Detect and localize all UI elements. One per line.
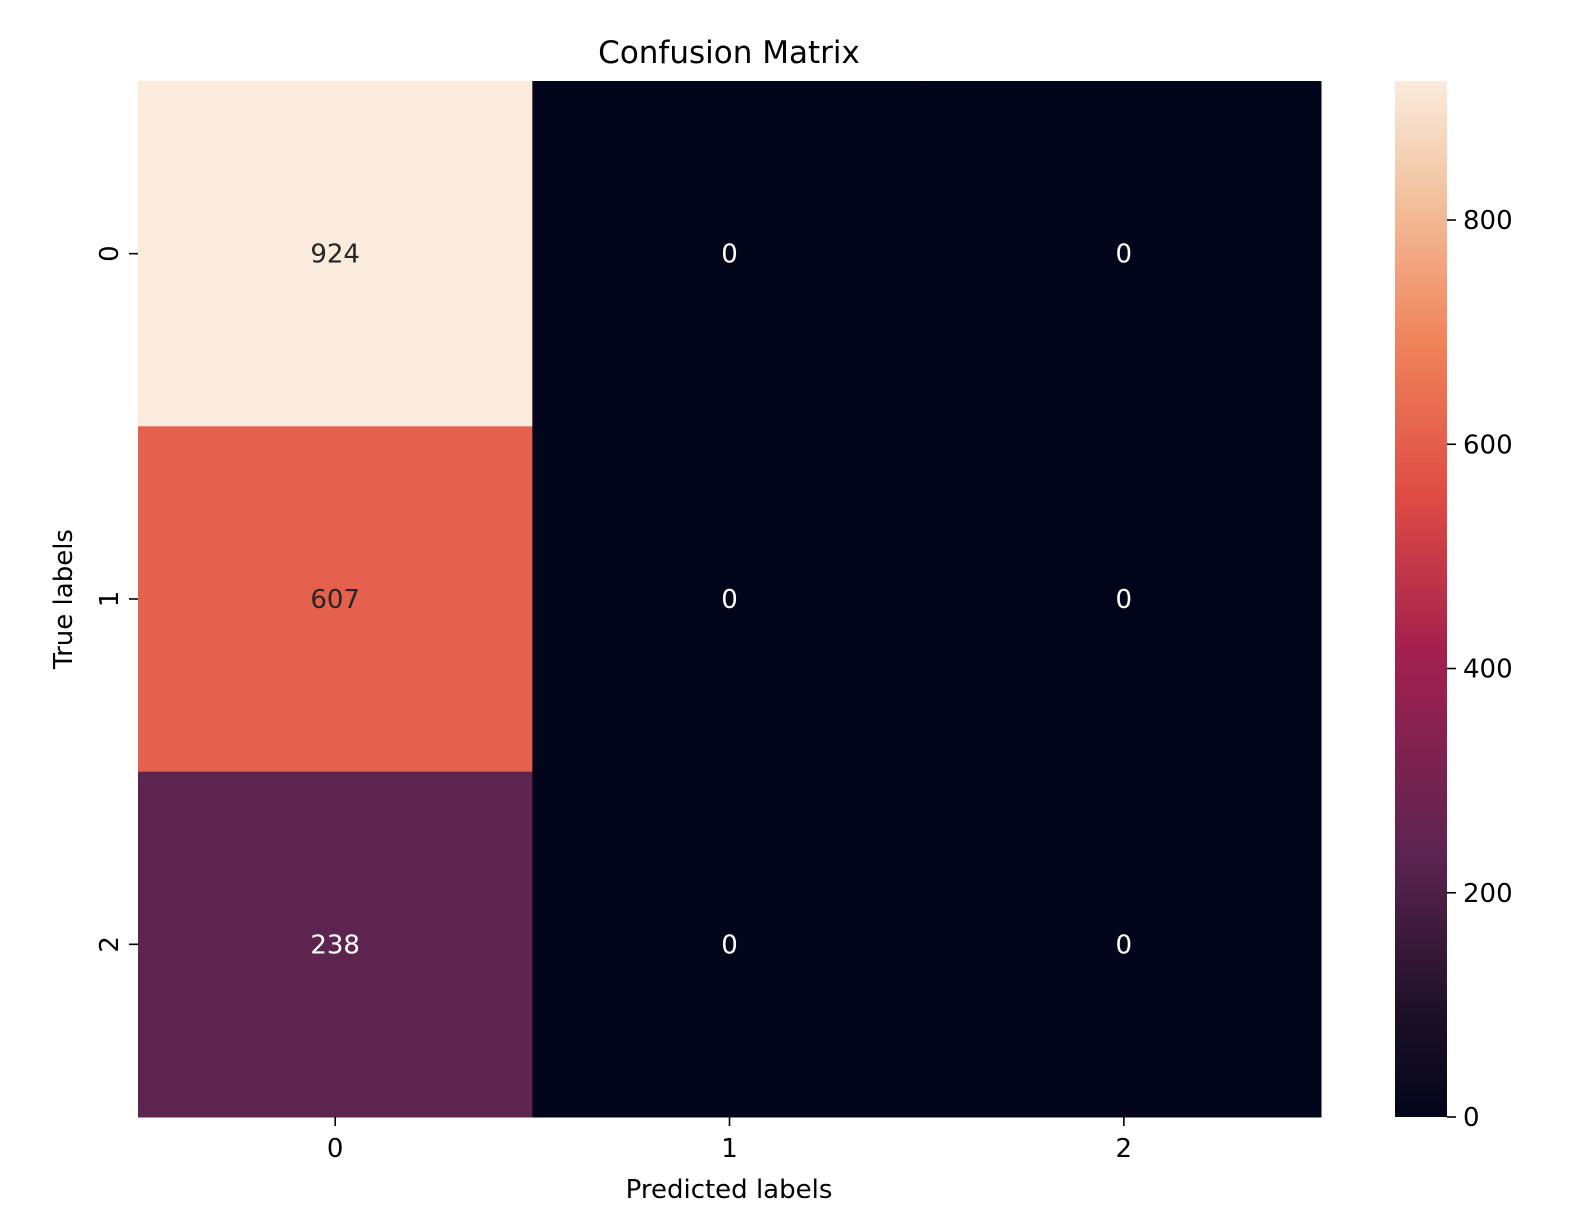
- colorbar-tick-label: 400: [1463, 655, 1513, 685]
- cell-value-label: 0: [1116, 930, 1133, 960]
- heatmap-cell-1-0: [138, 426, 533, 773]
- heatmap-cells: [138, 81, 1322, 1118]
- colorbar-gradient: [1395, 81, 1447, 1117]
- colorbar-tick-label: 200: [1463, 879, 1513, 909]
- heatmap-cell-0-1: [532, 81, 928, 427]
- x-axis-ticks: 0 1 2: [327, 1117, 1132, 1164]
- chart-title: Confusion Matrix: [598, 35, 860, 71]
- colorbar-tick-label: 600: [1463, 430, 1513, 460]
- cell-value-label: 0: [721, 930, 738, 960]
- colorbar-tick-label: 0: [1463, 1103, 1480, 1133]
- cell-value-label: 0: [721, 240, 738, 270]
- x-axis-label: Predicted labels: [626, 1175, 833, 1205]
- cell-value-label: 607: [310, 585, 360, 615]
- heatmap-cell-1-2: [926, 426, 1322, 773]
- x-tick-label: 0: [327, 1134, 344, 1164]
- heatmap-cell-2-0: [138, 771, 533, 1118]
- heatmap-cell-0-2: [926, 81, 1322, 427]
- heatmap-cell-labels: 924 0 0 607 0 0 238 0 0: [310, 240, 1132, 961]
- y-tick-label: 1: [95, 591, 125, 608]
- cell-value-label: 0: [1116, 240, 1133, 270]
- y-axis-label: True labels: [49, 529, 79, 670]
- colorbar-ticks: 0 200 400 600 800: [1447, 206, 1513, 1133]
- heatmap-cell-2-1: [532, 771, 928, 1118]
- y-axis-ticks: 0 1 2: [95, 245, 138, 953]
- heatmap-cell-1-1: [532, 426, 928, 773]
- y-tick-label: 2: [95, 936, 125, 953]
- heatmap-cell-2-2: [926, 771, 1322, 1118]
- cell-value-label: 0: [721, 585, 738, 615]
- cell-value-label: 238: [310, 930, 360, 960]
- x-tick-label: 1: [721, 1134, 738, 1164]
- x-tick-label: 2: [1116, 1134, 1133, 1164]
- y-tick-label: 0: [95, 245, 125, 262]
- cell-value-label: 0: [1116, 585, 1133, 615]
- cell-value-label: 924: [310, 240, 360, 270]
- heatmap-cell-0-0: [138, 81, 533, 427]
- colorbar: 0 200 400 600 800: [1395, 81, 1513, 1133]
- colorbar-tick-label: 800: [1463, 206, 1513, 236]
